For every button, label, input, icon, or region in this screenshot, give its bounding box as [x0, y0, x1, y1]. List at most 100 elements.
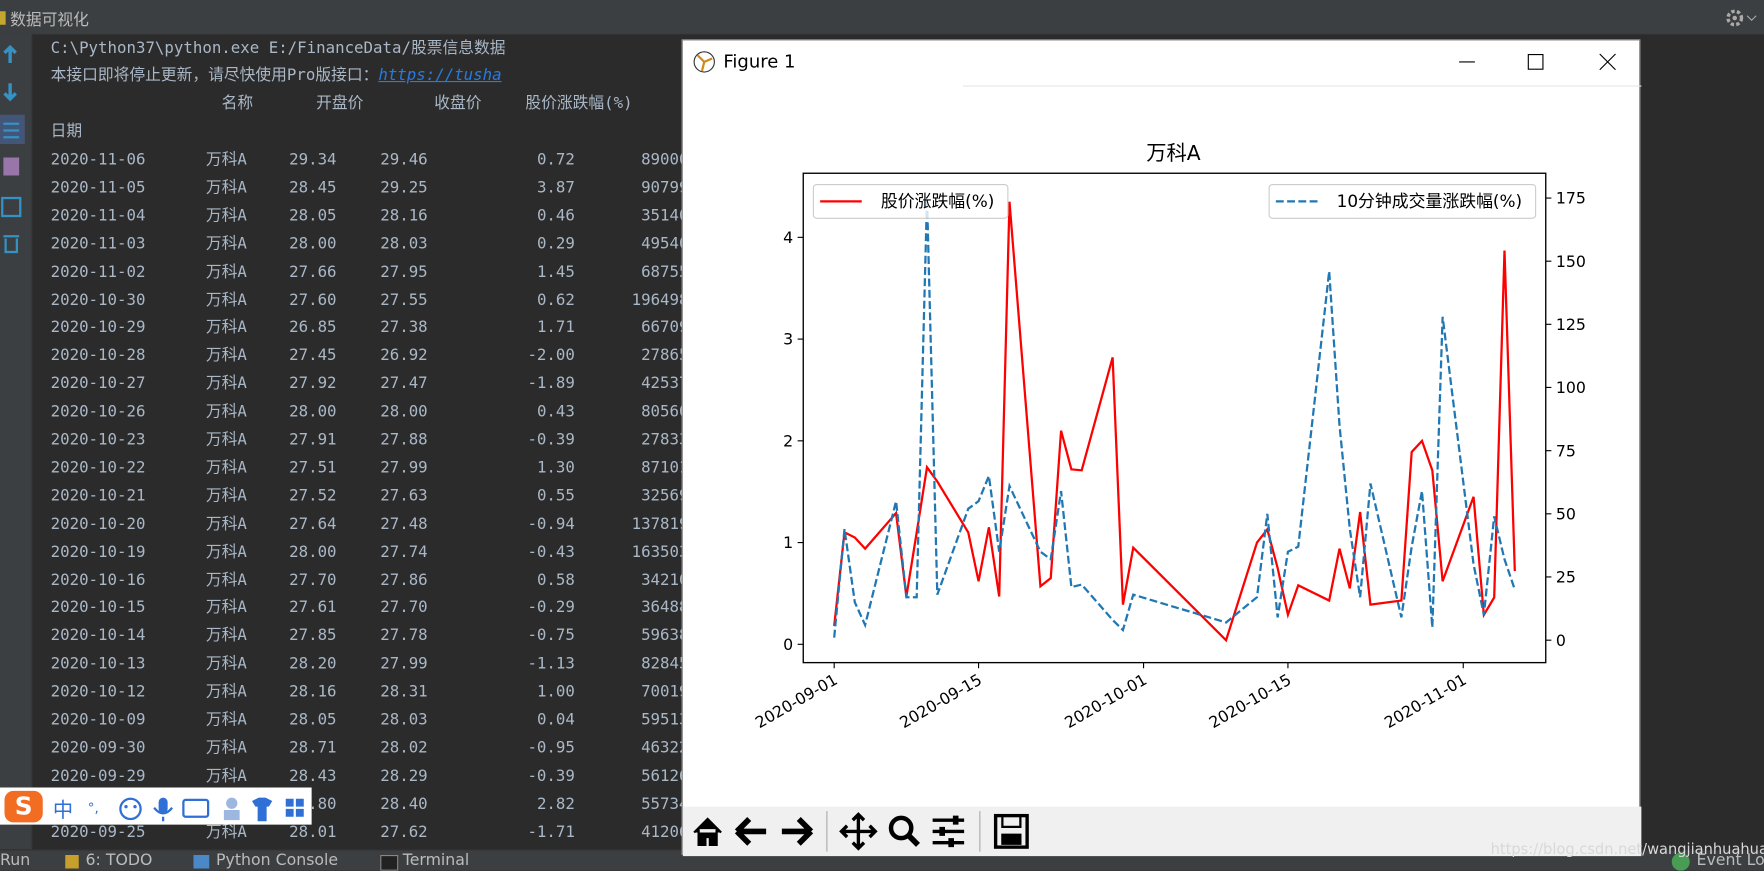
row-name: 万科A: [205, 739, 247, 758]
row-close: 28.40: [380, 795, 428, 814]
row-open: 27.92: [289, 374, 337, 393]
row-volume: 42537: [641, 374, 689, 393]
row-volume: 59638: [641, 626, 689, 645]
y2-tick-label: 50: [1556, 504, 1576, 523]
project-name: 数据可视化: [10, 11, 89, 30]
ime-mode[interactable]: 中: [52, 798, 74, 823]
row-volume: 80560: [641, 402, 689, 421]
row-date: 2020-11-03: [50, 234, 146, 253]
row-open: 28.43: [289, 767, 337, 786]
row-change: -0.39: [527, 430, 575, 449]
x-tick-label: 2020-09-15: [896, 670, 985, 732]
index-name: 日期: [50, 122, 83, 141]
row-volume: 59513: [641, 711, 689, 729]
event-badge: [1671, 852, 1690, 871]
legend-label: 股价涨跌幅(%): [881, 191, 994, 211]
row-date: 2020-11-06: [50, 150, 146, 169]
row-volume: 70019: [641, 682, 689, 701]
row-date: 2020-10-19: [50, 542, 146, 561]
row-open: 28.00: [289, 234, 337, 253]
row-change: -1.89: [527, 374, 575, 393]
row-change: 0.46: [536, 206, 575, 225]
row-close: 27.99: [380, 654, 428, 673]
y-tick-label: 0: [783, 635, 793, 654]
row-change: 0.58: [536, 570, 575, 589]
row-change: -0.43: [527, 542, 575, 561]
run-tools[interactable]: [0, 34, 32, 304]
row-volume: 27833: [641, 430, 689, 449]
y-tick-label: 4: [783, 228, 793, 247]
y2-tick-label: 100: [1556, 378, 1586, 397]
notice-link[interactable]: https://tusha: [378, 66, 502, 85]
row-date: 2020-10-13: [50, 654, 146, 673]
column-header: 开盘价: [316, 94, 364, 113]
legend: 10分钟成交量涨跌幅(%): [1268, 183, 1537, 219]
row-open: 27.85: [289, 626, 337, 645]
row-change: 0.55: [536, 486, 575, 505]
row-name: 万科A: [205, 318, 247, 337]
row-name: 万科A: [205, 823, 247, 842]
row-name: 万科A: [205, 150, 247, 169]
row-name: 万科A: [205, 206, 247, 225]
row-date: 2020-10-12: [50, 682, 146, 701]
tab-event-log[interactable]: Event Log: [1696, 851, 1764, 870]
row-close: 29.25: [380, 178, 428, 197]
row-change: 1.30: [536, 458, 575, 477]
project-icon: [0, 11, 6, 25]
tab-terminal[interactable]: Terminal: [402, 851, 470, 870]
window-controls[interactable]: [1448, 41, 1639, 86]
row-name: 万科A: [205, 654, 247, 673]
settings-icon[interactable]: [1725, 8, 1761, 28]
row-change: 0.29: [536, 234, 575, 253]
tab-python-console[interactable]: Python Console: [216, 851, 339, 870]
row-close: 27.70: [380, 598, 428, 617]
y2-tick-label: 125: [1556, 315, 1586, 334]
row-name: 万科A: [205, 178, 247, 197]
x-tick-label: 2020-11-01: [1381, 670, 1470, 732]
series-line: [833, 197, 1516, 638]
row-date: 2020-09-30: [50, 739, 146, 758]
chart-title: 万科A: [1146, 141, 1201, 165]
ime-icons[interactable]: S °,: [0, 788, 312, 825]
row-change: -0.94: [527, 514, 575, 533]
column-header: 股价涨跌幅(%): [525, 94, 633, 113]
row-close: 27.55: [380, 290, 428, 309]
console-command: C:\Python37\python.exe E:/FinanceData/股票…: [50, 39, 506, 58]
x-tick-label: 2020-09-01: [752, 670, 841, 732]
row-close: 27.38: [380, 318, 428, 337]
row-open: 26.85: [289, 318, 337, 337]
row-open: 28.71: [289, 739, 337, 758]
row-volume: 90799: [641, 178, 689, 197]
row-close: 27.47: [380, 374, 428, 393]
chart: 万科A 0 1 2 3 4 0 25 50 75 100 125 150 175 2020-09-01 20…: [752, 141, 1586, 732]
x-tick-label: 2020-10-01: [1061, 670, 1150, 732]
column-header: 收盘价: [434, 94, 482, 113]
row-close: 28.03: [380, 234, 428, 253]
row-change: 1.00: [536, 682, 575, 701]
row-open: 28.05: [289, 206, 337, 225]
terminal-icon: [380, 855, 399, 871]
row-open: 28.01: [289, 823, 337, 842]
python-icon: [193, 855, 210, 869]
toolbar-buttons[interactable]: [683, 807, 1043, 857]
row-date: 2020-10-27: [50, 374, 146, 393]
row-change: 2.82: [536, 795, 575, 814]
title-separator: [963, 85, 1642, 87]
tab-todo[interactable]: 6: TODO: [85, 851, 153, 870]
row-name: 万科A: [205, 542, 247, 561]
tab-run[interactable]: Run: [0, 851, 31, 870]
x-tick-label: 2020-10-15: [1206, 670, 1295, 732]
row-change: 0.43: [536, 402, 575, 421]
row-date: 2020-10-20: [50, 514, 146, 533]
y2-tick-label: 175: [1556, 189, 1586, 208]
row-name: 万科A: [205, 262, 247, 281]
y2-tick-label: 0: [1556, 631, 1566, 650]
row-close: 26.92: [380, 346, 428, 365]
series-line: [833, 201, 1516, 643]
row-volume: 66709: [641, 318, 689, 337]
top-bar: 数据可视化: [0, 0, 1764, 35]
row-close: 28.16: [380, 206, 428, 225]
row-date: 2020-10-28: [50, 346, 146, 365]
row-volume: 89000: [641, 150, 689, 169]
legend: 股价涨跌幅(%): [812, 183, 1009, 219]
